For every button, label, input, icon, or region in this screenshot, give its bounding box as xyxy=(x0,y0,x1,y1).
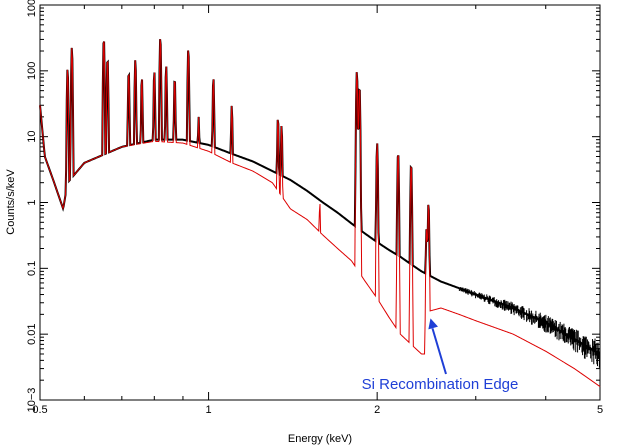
x-tick-label: 5 xyxy=(597,404,603,416)
x-axis-title: Energy (keV) xyxy=(288,433,352,445)
tick-labels: 0.5 1 2 5 10−3 0.01 0.1 1 10 100 1000 xyxy=(26,0,603,416)
y-tick-label: 100 xyxy=(26,62,38,80)
annotation-arrow-head xyxy=(428,318,438,330)
annotation-layer: Si Recombination Edge xyxy=(362,318,519,393)
y-tick-label: 0.01 xyxy=(26,323,38,344)
y-tick-label: 1000 xyxy=(26,0,38,17)
model-series-line xyxy=(39,39,601,387)
series-layer xyxy=(39,39,601,387)
y-tick-label: 0.1 xyxy=(26,261,38,276)
y-tick-label: 10 xyxy=(26,131,38,143)
axis-ticks xyxy=(39,4,601,401)
y-tick-label: 1 xyxy=(26,199,38,205)
plot-frame xyxy=(39,4,601,401)
y-tick-label: 10−3 xyxy=(26,388,38,413)
data-series-noise xyxy=(458,287,601,368)
annotation-label: Si Recombination Edge xyxy=(362,376,519,393)
annotation-arrow-shaft xyxy=(431,328,447,375)
x-tick-label: 0.5 xyxy=(32,404,47,416)
y-axis-title: Counts/s/keV xyxy=(5,169,17,235)
x-tick-label: 1 xyxy=(206,404,212,416)
x-tick-label: 2 xyxy=(374,404,380,416)
